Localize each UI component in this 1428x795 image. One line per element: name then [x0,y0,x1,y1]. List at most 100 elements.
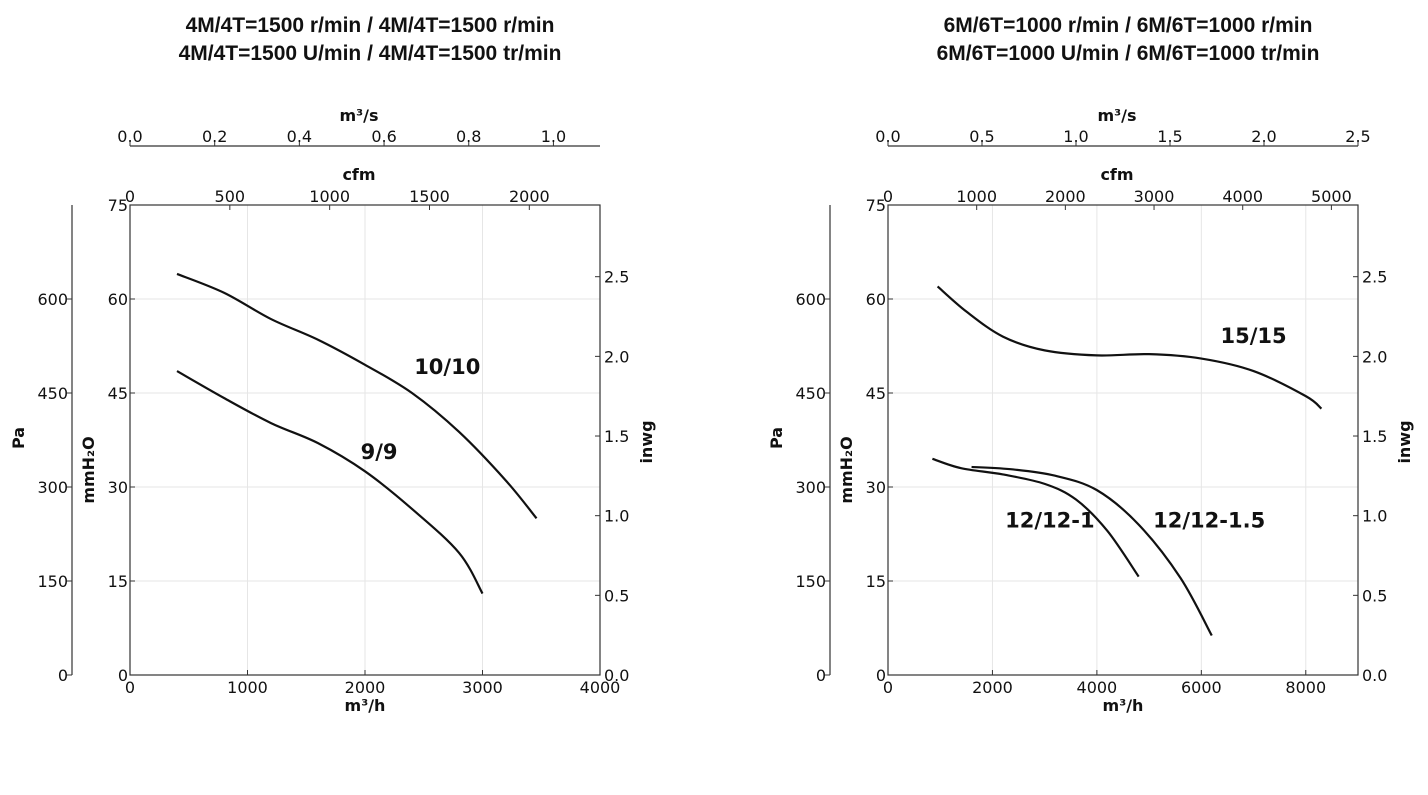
axis-title-pa: Pa [9,427,28,449]
grid [888,205,1358,675]
tick-label-m3h: 2000 [345,678,386,697]
chart-title-left-line-1: 4M/4T=1500 r/min / 4M/4T=1500 r/min [185,14,555,37]
tick-label-cfm: 1000 [309,187,350,206]
tick-label-mmh2o: 15 [866,572,886,591]
tick-label-inwg: 2.5 [1362,268,1387,287]
tick-label-m3h: 3000 [462,678,503,697]
tick-label-m3h: 4000 [580,678,621,697]
tick-label-mmh2o: 60 [866,290,886,309]
tick-label-pa: 300 [795,478,826,497]
tick-label-inwg: 0.0 [604,666,629,685]
axis-title-mmh2o: mmH₂O [837,436,856,503]
tick-label-pa: 150 [37,572,68,591]
tick-label-pa: 0 [58,666,68,685]
plot-frame [887,204,1359,676]
tick-label-cfm: 2000 [1045,187,1086,206]
tick-label-pa: 450 [37,384,68,403]
tick-label-m3s: 1.0 [541,127,566,146]
chart-title-right-line-1: 6M/6T=1000 r/min / 6M/6T=1000 r/min [943,14,1313,37]
curve-9-9 [176,370,484,595]
tick-label-mmh2o: 75 [866,196,886,215]
curve-15-15 [936,285,1323,410]
tick-label-cfm: 0 [883,187,893,206]
tick-label-pa: 150 [795,572,826,591]
axis-title-cfm: cfm [1100,165,1133,184]
axis-title-m3s: m³/s [339,106,378,125]
tick-label-pa: 450 [795,384,826,403]
curve-label-15-15: 15/15 [1220,324,1286,348]
tick-label-mmh2o: 30 [866,478,886,497]
tick-label-cfm: 1000 [956,187,997,206]
axis-title-m3h: m³/h [345,696,386,715]
axis-title-inwg: inwg [637,420,656,463]
tick-label-m3h: 6000 [1181,678,1222,697]
tick-label-m3s: 1.0 [1063,127,1088,146]
axis-title-cfm: cfm [342,165,375,184]
axis-title-inwg: inwg [1395,420,1414,463]
tick-label-m3s: 0.0 [117,127,142,146]
tick-label-mmh2o: 0 [876,666,886,685]
tick-label-mmh2o: 45 [866,384,886,403]
curve-12-12-1-5 [971,465,1213,637]
tick-label-mmh2o: 30 [108,478,128,497]
tick-label-mmh2o: 60 [108,290,128,309]
tick-label-inwg: 1.0 [604,507,629,526]
axis-title-m3s: m³/s [1097,106,1136,125]
tick-label-m3s: 2.5 [1345,127,1370,146]
tick-label-cfm: 2000 [509,187,550,206]
chart-title-left: 4M/4T=1500 r/min / 4M/4T=1500 r/min 4M/4… [90,12,650,68]
tick-label-inwg: 0.0 [1362,666,1387,685]
tick-label-cfm: 0 [125,187,135,206]
tick-label-pa: 0 [816,666,826,685]
tick-label-inwg: 2.5 [604,268,629,287]
curve-label-12-12-1: 12/12-1 [1005,509,1094,533]
curve-label-12-12-1-5: 12/12-1.5 [1153,509,1265,533]
tick-label-m3s: 0.8 [456,127,481,146]
tick-label-mmh2o: 0 [118,666,128,685]
axis-title-mmh2o: mmH₂O [79,436,98,503]
tick-label-inwg: 1.5 [1362,427,1387,446]
tick-label-m3s: 2.0 [1251,127,1276,146]
tick-label-inwg: 2.0 [1362,347,1387,366]
tick-label-m3s: 0.0 [875,127,900,146]
tick-label-cfm: 500 [215,187,246,206]
curve-label-10-10: 10/10 [414,355,480,379]
tick-label-cfm: 1500 [409,187,450,206]
tick-label-m3h: 1000 [227,678,268,697]
tick-label-m3h: 8000 [1285,678,1326,697]
chart-title-right-line-2: 6M/6T=1000 U/min / 6M/6T=1000 tr/min [936,42,1320,65]
tick-label-mmh2o: 45 [108,384,128,403]
axis-title-m3h: m³/h [1103,696,1144,715]
tick-label-cfm: 4000 [1222,187,1263,206]
curve-label-9-9: 9/9 [361,440,398,464]
tick-label-m3s: 0.6 [371,127,396,146]
tick-label-pa: 300 [37,478,68,497]
tick-label-inwg: 1.0 [1362,507,1387,526]
tick-label-m3s: 1.5 [1157,127,1182,146]
tick-label-mmh2o: 75 [108,196,128,215]
tick-label-m3s: 0.5 [969,127,994,146]
tick-label-cfm: 3000 [1134,187,1175,206]
tick-label-m3h: 2000 [972,678,1013,697]
curve-12-12-1 [932,457,1140,578]
tick-label-m3h: 0 [883,678,893,697]
tick-label-m3h: 0 [125,678,135,697]
tick-label-m3s: 0.4 [287,127,312,146]
grid [130,205,600,675]
tick-label-inwg: 0.5 [1362,586,1387,605]
tick-label-cfm: 5000 [1311,187,1352,206]
curve-10-10 [176,272,538,520]
tick-label-inwg: 0.5 [604,586,629,605]
tick-label-pa: 600 [37,290,68,309]
tick-label-inwg: 2.0 [604,347,629,366]
tick-label-m3h: 4000 [1077,678,1118,697]
tick-label-inwg: 1.5 [604,427,629,446]
tick-label-pa: 600 [795,290,826,309]
axis-title-pa: Pa [767,427,786,449]
chart-title-right: 6M/6T=1000 r/min / 6M/6T=1000 r/min 6M/6… [848,12,1408,68]
tick-label-mmh2o: 15 [108,572,128,591]
chart-title-left-line-2: 4M/4T=1500 U/min / 4M/4T=1500 tr/min [178,42,562,65]
